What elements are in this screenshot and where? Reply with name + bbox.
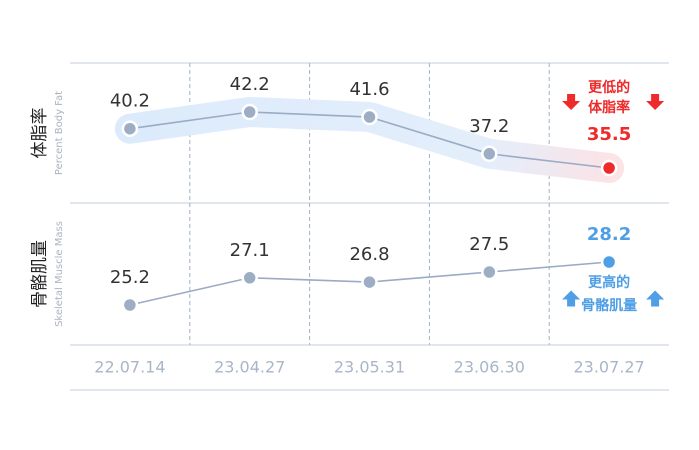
x-tick-label: 23.05.31 (334, 358, 405, 377)
arrow-icon (562, 290, 581, 307)
value-label: 27.1 (230, 240, 270, 261)
annotation: 体脂率 (588, 99, 630, 116)
value-label: 27.5 (469, 234, 509, 255)
x-tick-label: 22.07.14 (94, 358, 165, 377)
point (481, 263, 498, 281)
value-label: 41.6 (349, 79, 389, 100)
value-label: 25.2 (110, 267, 150, 288)
series-name: 体脂率 (30, 108, 50, 159)
arrow-icon (646, 94, 665, 110)
value-label: 42.2 (230, 74, 270, 95)
point (600, 253, 618, 271)
point (361, 108, 378, 126)
arrow-icon (562, 94, 581, 110)
annotation: 更低的 (588, 79, 630, 96)
point (241, 269, 258, 287)
point (121, 296, 139, 314)
value-label: 37.2 (469, 116, 509, 137)
point (241, 103, 258, 121)
annotation: 更高的 (588, 274, 630, 291)
value-label: 40.2 (110, 91, 150, 112)
series-name: 骨骼肌量 (30, 240, 50, 308)
frame (70, 62, 669, 391)
value-label: 35.5 (587, 124, 631, 145)
x-tick-label: 23.04.27 (214, 358, 285, 377)
series-subtitle: Skeletal Muscle Mass (54, 221, 65, 327)
arrow-icon (646, 290, 665, 307)
point (600, 159, 618, 177)
point (361, 273, 378, 291)
x-tick-label: 23.07.27 (573, 358, 644, 377)
point (121, 120, 139, 137)
series-subtitle: Percent Body Fat (54, 91, 65, 175)
x-tick-label: 23.06.30 (454, 358, 525, 377)
point (481, 145, 498, 163)
value-label: 28.2 (587, 224, 631, 245)
value-label: 26.8 (349, 244, 389, 265)
annotation: 骨骼肌量 (581, 297, 637, 314)
